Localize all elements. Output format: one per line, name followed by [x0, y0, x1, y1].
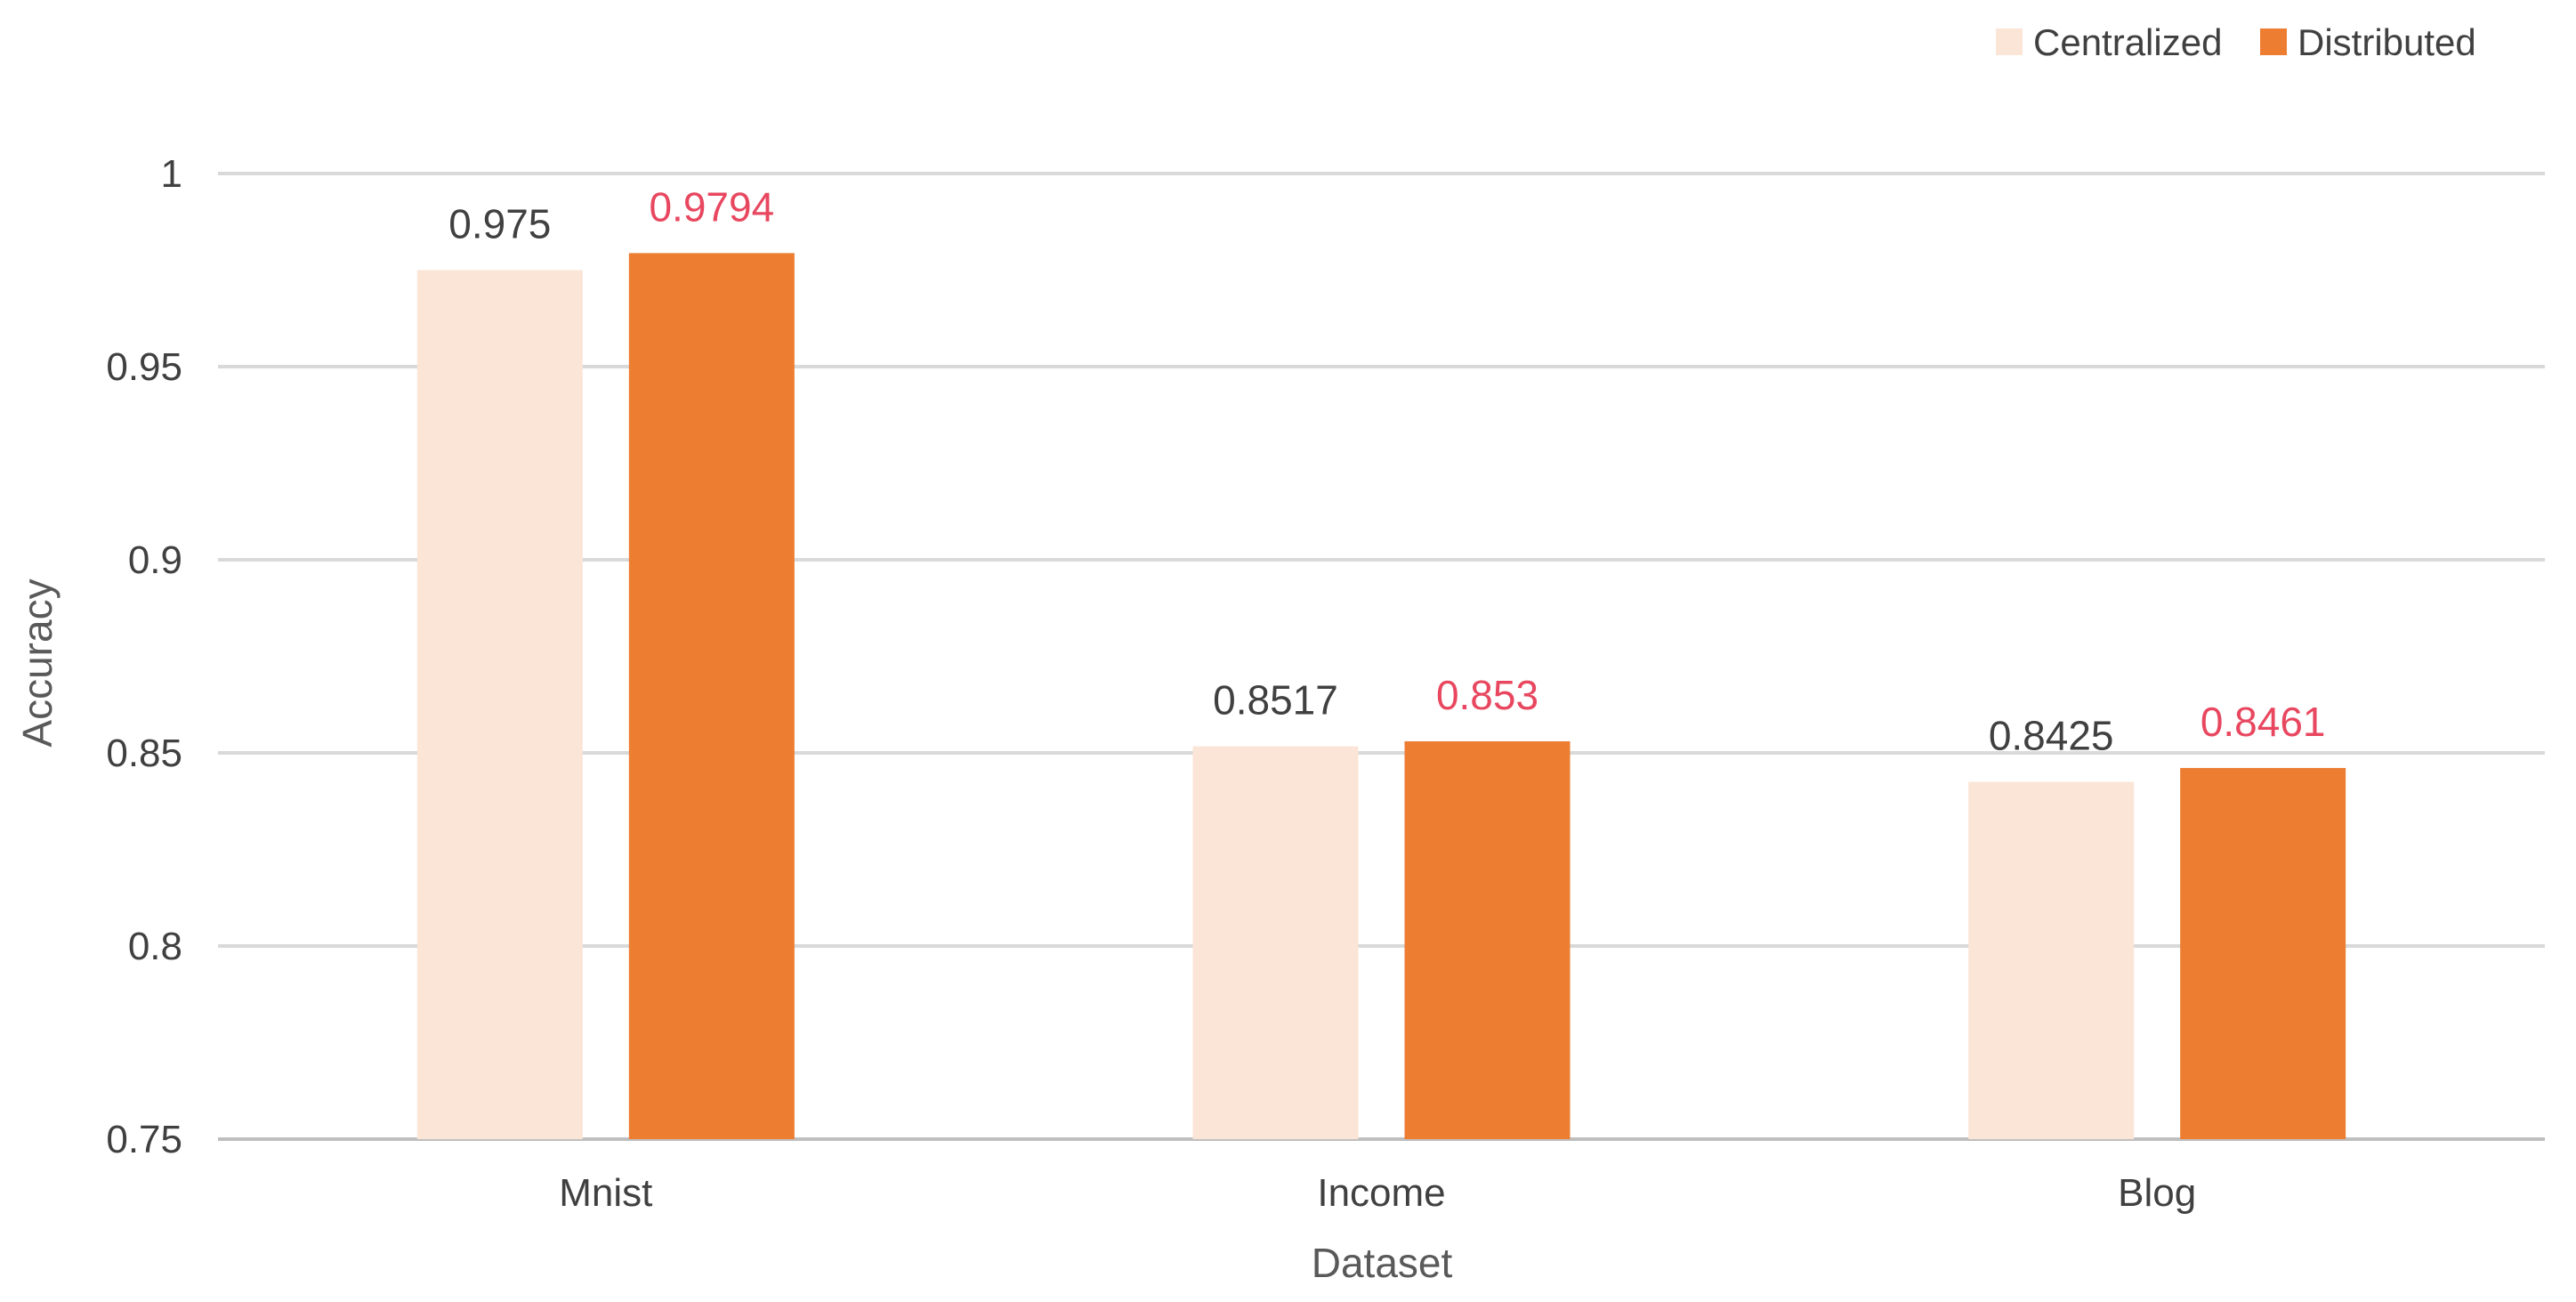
- y-tick-label: 0.75: [106, 1118, 182, 1161]
- y-tick-label: 1: [161, 152, 182, 196]
- y-tick-label: 0.85: [106, 732, 182, 775]
- y-axis-title: Accuracy: [14, 578, 61, 747]
- y-axis-ticks: 0.75 0.8 0.85 0.9 0.95 1: [106, 152, 182, 1161]
- bar-centralized-income: [1192, 746, 1359, 1139]
- bar-distributed-blog: [2180, 767, 2346, 1139]
- gridlines: [218, 172, 2545, 1141]
- y-tick-label: 0.95: [106, 345, 182, 389]
- data-label: 0.8461: [2201, 699, 2326, 745]
- legend-label-distributed: Distributed: [2297, 21, 2476, 63]
- legend: Centralized Distributed: [1996, 21, 2476, 63]
- y-tick-label: 0.9: [128, 538, 182, 582]
- bars: [416, 253, 2346, 1139]
- data-labels: 0.975 0.9794 0.8517 0.853 0.8425 0.8461: [448, 183, 2325, 758]
- data-label: 0.8517: [1213, 677, 1338, 724]
- bar-distributed-mnist: [628, 253, 795, 1139]
- bar-distributed-income: [1404, 740, 1571, 1139]
- x-tick-label: Income: [1317, 1171, 1445, 1215]
- legend-label-centralized: Centralized: [2033, 21, 2222, 63]
- x-axis-ticks: Mnist Income Blog: [559, 1171, 2196, 1215]
- data-label: 0.853: [1436, 672, 1538, 718]
- x-tick-label: Mnist: [559, 1171, 652, 1215]
- x-tick-label: Blog: [2118, 1171, 2196, 1215]
- bar-centralized-mnist: [416, 270, 583, 1139]
- y-tick-label: 0.8: [128, 925, 182, 968]
- data-label: 0.975: [448, 201, 551, 247]
- data-label: 0.8425: [1989, 713, 2114, 759]
- bar-centralized-blog: [1968, 781, 2135, 1139]
- legend-swatch-distributed: [2260, 28, 2287, 55]
- data-label: 0.9794: [649, 183, 774, 230]
- legend-swatch-centralized: [1996, 28, 2023, 55]
- x-axis-title: Dataset: [1312, 1240, 1453, 1286]
